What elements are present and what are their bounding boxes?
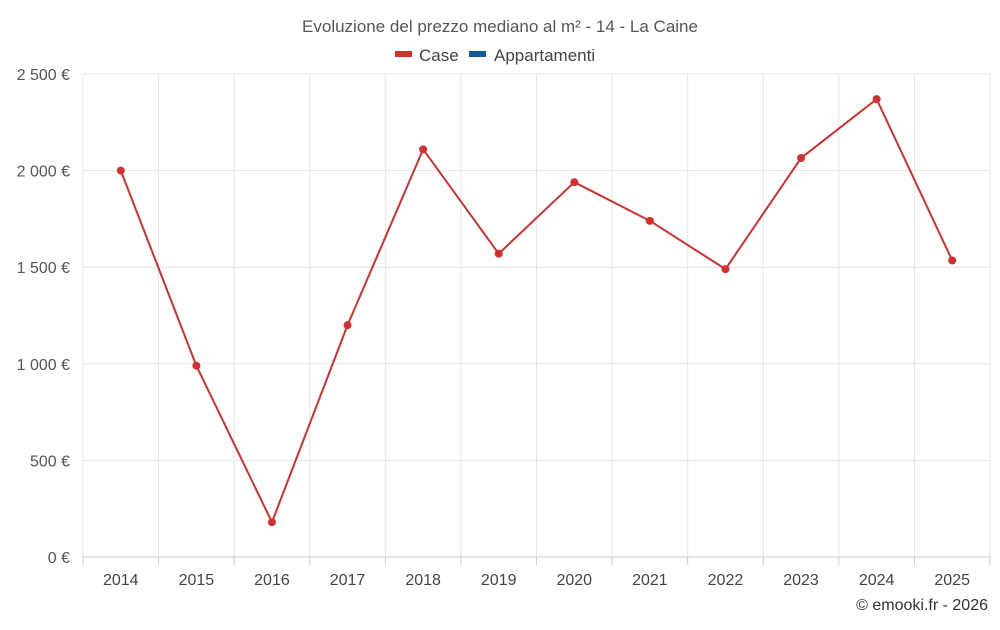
x-tick-label: 2018 <box>405 572 441 589</box>
legend-item-case[interactable]: Case <box>395 46 459 65</box>
data-point[interactable] <box>494 249 503 258</box>
data-point[interactable] <box>570 178 579 187</box>
credit-text: © emooki.fr - 2026 <box>856 597 988 614</box>
y-tick-label: 2 500 € <box>17 67 70 84</box>
x-tick-label: 2024 <box>859 572 895 589</box>
legend-swatch-appartamenti <box>469 51 486 57</box>
legend-swatch-case <box>395 51 412 57</box>
data-point[interactable] <box>872 95 881 104</box>
x-tick-label: 2016 <box>254 572 290 589</box>
x-tick-label: 2023 <box>783 572 819 589</box>
legend: Case Appartamenti <box>395 46 595 65</box>
data-point[interactable] <box>948 256 957 265</box>
data-point[interactable] <box>267 518 276 527</box>
legend-label-appartamenti: Appartamenti <box>494 46 595 65</box>
data-point[interactable] <box>721 265 730 274</box>
series-line <box>119 98 954 524</box>
data-point[interactable] <box>116 166 125 175</box>
data-point[interactable] <box>192 361 201 370</box>
x-tick-label: 2017 <box>330 572 366 589</box>
x-axis-ticks: 2014 2015 2016 2017 2018 2019 2020 2021 2022 2023… <box>82 557 991 589</box>
x-tick-label: 2015 <box>179 572 215 589</box>
y-tick-label: 1 000 € <box>17 357 70 374</box>
data-point[interactable] <box>343 321 352 330</box>
series-case <box>116 95 957 527</box>
data-point[interactable] <box>797 154 806 163</box>
x-tick-label: 2019 <box>481 572 517 589</box>
y-axis-ticks: 0 € 500 € 1 000 € 1 500 € 2 000 € 2 500 € <box>17 67 70 567</box>
y-tick-label: 1 500 € <box>17 260 70 277</box>
x-tick-label: 2022 <box>708 572 744 589</box>
grid-lines <box>82 73 991 557</box>
chart-title: Evoluzione del prezzo mediano al m² - 14… <box>302 17 698 36</box>
y-tick-label: 500 € <box>30 453 70 470</box>
y-tick-label: 2 000 € <box>17 164 70 181</box>
legend-label-case: Case <box>419 46 459 65</box>
legend-item-appartamenti[interactable]: Appartamenti <box>469 46 595 65</box>
y-tick-label: 0 € <box>48 550 70 567</box>
x-tick-label: 2014 <box>103 572 139 589</box>
x-tick-label: 2020 <box>556 572 592 589</box>
x-tick-label: 2025 <box>934 572 970 589</box>
data-point[interactable] <box>645 216 654 225</box>
data-point[interactable] <box>419 145 428 154</box>
x-tick-label: 2021 <box>632 572 668 589</box>
